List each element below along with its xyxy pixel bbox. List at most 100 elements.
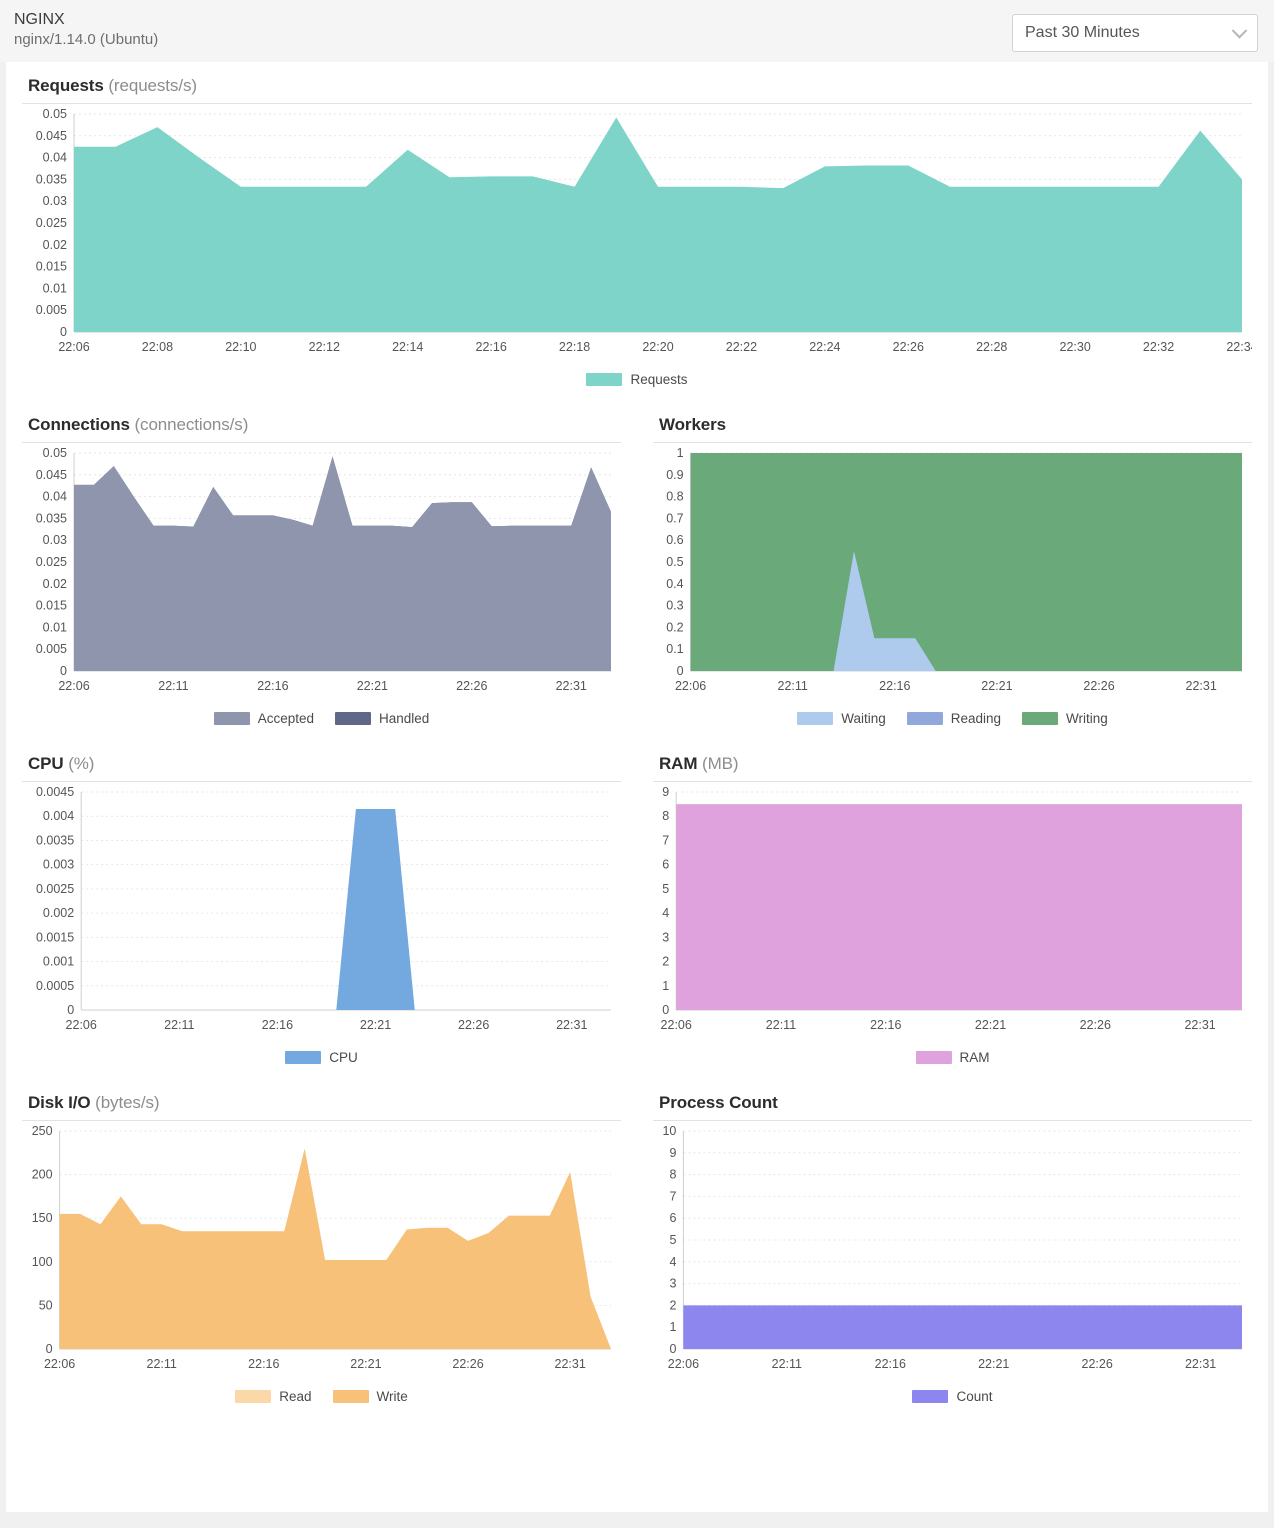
- chart-cpu[interactable]: 0 0.0005 0.001 0.0015 0.002 0.0025 0.003 0.0035…: [22, 782, 621, 1040]
- svg-text:22:06: 22:06: [668, 1357, 699, 1371]
- series-write: [59, 1148, 612, 1349]
- svg-text:0.0025: 0.0025: [36, 882, 74, 896]
- panel-workers: Workers 0 0.1 0.2 0.3 0.4 0.5 0.6 0.7 0.8 0.9 1 22:…: [637, 401, 1268, 740]
- legend-label: Accepted: [257, 711, 314, 726]
- svg-text:22:11: 22:11: [164, 1018, 194, 1032]
- legend-item[interactable]: Read: [235, 1389, 312, 1404]
- legend-item[interactable]: Requests: [586, 372, 688, 387]
- svg-text:0: 0: [60, 325, 67, 339]
- svg-text:22:21: 22:21: [981, 679, 1012, 693]
- svg-text:8: 8: [669, 1168, 676, 1182]
- panel-title-processes: Process Count: [653, 1079, 1252, 1120]
- svg-text:22:31: 22:31: [1185, 1357, 1216, 1371]
- svg-text:22:21: 22:21: [978, 1357, 1009, 1371]
- svg-text:22:11: 22:11: [778, 679, 808, 693]
- panel-title-ram: RAM (MB): [653, 740, 1252, 781]
- legend-swatch: [332, 1390, 369, 1403]
- legend-label: Writing: [1066, 711, 1108, 726]
- svg-text:250: 250: [32, 1124, 53, 1138]
- panel-title-unit: (MB): [702, 754, 739, 773]
- svg-text:5: 5: [662, 882, 669, 896]
- panel-title-text: Requests: [28, 76, 104, 95]
- chart-diskio[interactable]: 0 50 100 150 200 250 22:06 22:11 22:16 22:21 22:26…: [22, 1121, 621, 1379]
- chart-requests[interactable]: 0 0.005 0.01 0.015 0.02 0.025 0.03 0.035 0.04 0.0…: [22, 104, 1252, 362]
- legend-item[interactable]: CPU: [285, 1050, 358, 1065]
- svg-text:22:11: 22:11: [147, 1357, 177, 1371]
- divider: [653, 781, 1252, 782]
- chart-connections[interactable]: 0 0.005 0.01 0.015 0.02 0.025 0.03 0.035 0.04 0.0…: [22, 443, 621, 701]
- svg-text:3: 3: [662, 930, 669, 944]
- svg-text:22:06: 22:06: [58, 679, 89, 693]
- svg-text:1: 1: [662, 979, 669, 993]
- legend-item[interactable]: Write: [332, 1389, 408, 1404]
- panel-title-unit: (requests/s): [108, 76, 197, 95]
- chart-ram[interactable]: 0 1 2 3 4 5 6 7 8 9 22:06 22:11 22:16 22:21 22:26 22:31: [653, 782, 1252, 1040]
- svg-text:6: 6: [662, 858, 669, 872]
- legend-connections: Accepted Handled: [22, 701, 621, 740]
- legend-item[interactable]: Waiting: [797, 711, 886, 726]
- panel-title-text: CPU: [28, 754, 64, 773]
- svg-text:0.05: 0.05: [43, 446, 67, 460]
- legend-label: CPU: [329, 1050, 358, 1065]
- svg-text:0.0045: 0.0045: [36, 785, 74, 799]
- legend-item[interactable]: RAM: [915, 1050, 990, 1065]
- dashboard-sheet: Requests (requests/s) 0 0.005 0.01 0.015 0.0…: [6, 62, 1268, 1512]
- svg-text:0: 0: [662, 1003, 669, 1017]
- svg-text:22:16: 22:16: [248, 1357, 279, 1371]
- svg-text:2: 2: [669, 1298, 676, 1312]
- legend-label: Read: [279, 1389, 312, 1404]
- chart-svg-workers: 0 0.1 0.2 0.3 0.4 0.5 0.6 0.7 0.8 0.9 1 22:06 22:11 2…: [666, 446, 1242, 693]
- panel-title-connections: Connections (connections/s): [22, 401, 621, 442]
- panel-title-text: Process Count: [659, 1093, 778, 1112]
- svg-text:22:12: 22:12: [309, 340, 340, 354]
- time-range-select[interactable]: Past 30 Minutes: [1012, 14, 1258, 52]
- svg-text:22:06: 22:06: [66, 1018, 97, 1032]
- panel-title-workers: Workers: [653, 401, 1252, 442]
- divider: [653, 442, 1252, 443]
- legend-workers: Waiting Reading Writing: [653, 701, 1252, 740]
- chart-processes[interactable]: 0 1 2 3 4 5 6 7 8 9 10 22:06 22:11 22:16 22:21 22:26 22:…: [653, 1121, 1252, 1379]
- svg-text:22:16: 22:16: [257, 679, 288, 693]
- legend-swatch: [915, 1051, 952, 1064]
- panel-title-requests: Requests (requests/s): [22, 62, 1252, 103]
- svg-text:0.5: 0.5: [666, 555, 683, 569]
- svg-text:0.03: 0.03: [43, 194, 67, 208]
- svg-text:22:21: 22:21: [357, 679, 388, 693]
- svg-text:0.035: 0.035: [36, 172, 67, 186]
- svg-text:0.0015: 0.0015: [36, 930, 74, 944]
- svg-text:0.1: 0.1: [666, 642, 683, 656]
- panel-title-text: Connections: [28, 415, 130, 434]
- svg-text:22:06: 22:06: [675, 679, 706, 693]
- svg-text:0.02: 0.02: [43, 577, 67, 591]
- legend-item[interactable]: Reading: [906, 711, 1001, 726]
- svg-text:0.015: 0.015: [36, 260, 67, 274]
- dashboard-row-3: CPU (%) 0 0.0005 0.001 0.0015 0.002 0.0025 0.0…: [6, 740, 1268, 1079]
- legend-item[interactable]: Writing: [1022, 711, 1108, 726]
- svg-text:0.02: 0.02: [43, 238, 67, 252]
- legend-label: Count: [956, 1389, 993, 1404]
- svg-text:2: 2: [662, 955, 669, 969]
- legend-item[interactable]: Handled: [335, 711, 429, 726]
- dashboard-row-1: Requests (requests/s) 0 0.005 0.01 0.015 0.0…: [6, 62, 1268, 401]
- svg-text:0.025: 0.025: [36, 555, 67, 569]
- panel-title-text: Workers: [659, 415, 727, 434]
- svg-text:22:26: 22:26: [1083, 679, 1114, 693]
- svg-text:0.03: 0.03: [43, 533, 67, 547]
- panel-diskio: Disk I/O (bytes/s) 0 50 100 150 200 250 22:06 2…: [6, 1079, 637, 1418]
- chart-svg-processes: 0 1 2 3 4 5 6 7 8 9 10 22:06 22:11 22:16 22:21 22:26 22:…: [662, 1124, 1242, 1371]
- svg-text:3: 3: [669, 1277, 676, 1291]
- legend-item[interactable]: Accepted: [213, 711, 314, 726]
- svg-text:22:26: 22:26: [1080, 1018, 1111, 1032]
- chart-workers[interactable]: 0 0.1 0.2 0.3 0.4 0.5 0.6 0.7 0.8 0.9 1 22:06 22:11 2…: [653, 443, 1252, 701]
- svg-text:9: 9: [669, 1146, 676, 1160]
- legend-item[interactable]: Count: [912, 1389, 993, 1404]
- dashboard-row-4: Disk I/O (bytes/s) 0 50 100 150 200 250 22:06 2…: [6, 1079, 1268, 1418]
- svg-text:0.3: 0.3: [666, 599, 683, 613]
- legend-label: RAM: [959, 1050, 990, 1065]
- svg-text:4: 4: [669, 1255, 676, 1269]
- server-version: nginx/1.14.0 (Ubuntu): [14, 31, 159, 48]
- svg-text:0.0035: 0.0035: [36, 833, 74, 847]
- svg-text:0.7: 0.7: [666, 511, 683, 525]
- svg-text:200: 200: [32, 1168, 53, 1182]
- legend-swatch: [797, 712, 834, 725]
